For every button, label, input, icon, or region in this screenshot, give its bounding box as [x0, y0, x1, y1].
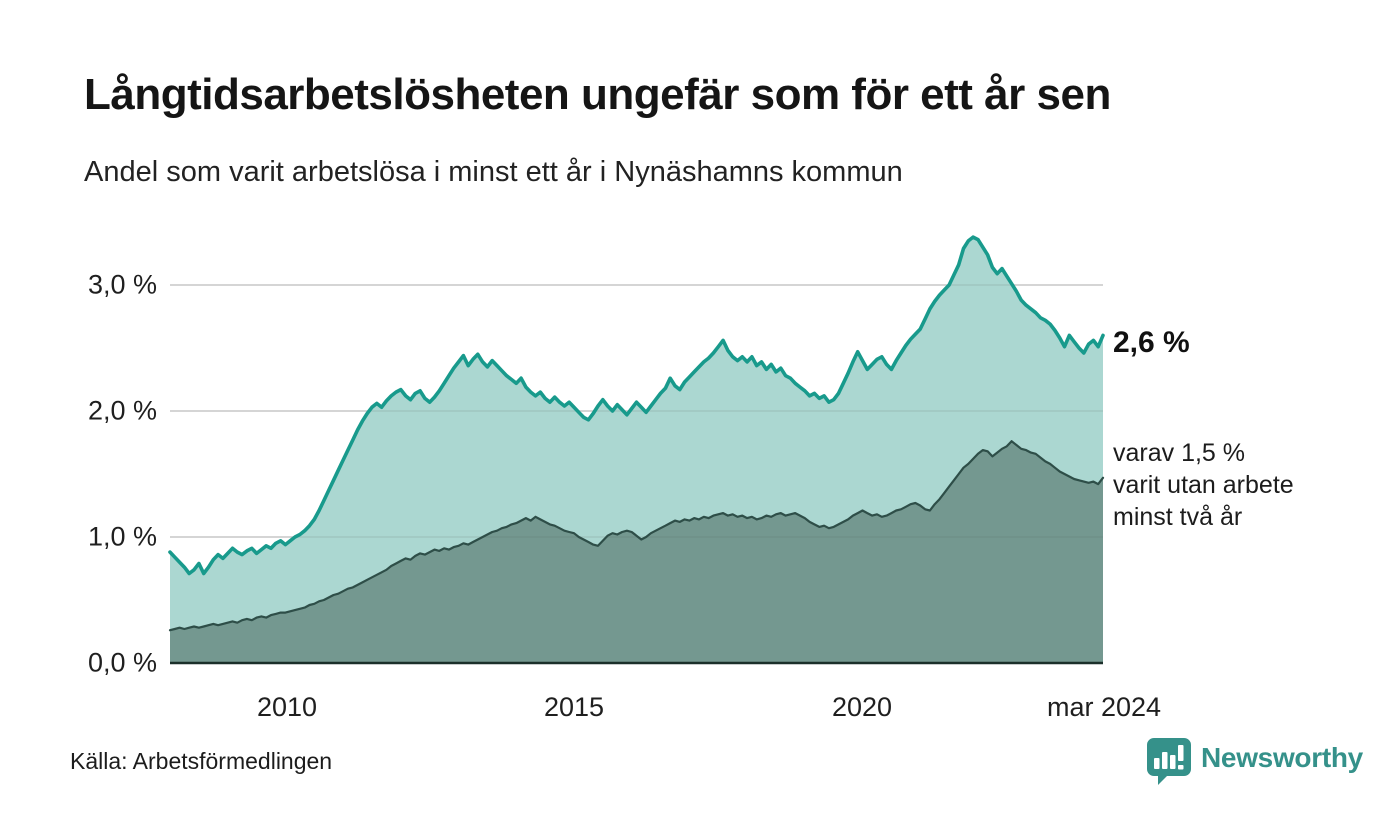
brand-name: Newsworthy: [1201, 742, 1363, 773]
two-year-note: varav 1,5 % varit utan arbete minst två …: [1113, 438, 1294, 533]
y-tick-label: 1,0 %: [87, 521, 157, 552]
bar-chart-speech-bubble-icon: [1147, 738, 1191, 785]
page-subtitle: Andel som varit arbetslösa i minst ett å…: [84, 156, 903, 188]
two-year-note-line: varav 1,5 %: [1113, 439, 1246, 467]
y-tick-label: 3,0 %: [87, 269, 157, 300]
y-tick-label: 2,0 %: [87, 395, 157, 426]
newsworthy-logo: Newsworthy: [1146, 737, 1363, 785]
y-tick-label: 0,0 %: [87, 647, 157, 678]
page-title: Långtidsarbetslösheten ungefär som för e…: [84, 70, 1111, 119]
two-year-note-line: minst två år: [1113, 502, 1243, 531]
x-tick-label: 2015: [543, 692, 605, 722]
two-year-note-line: varit utan arbete: [1113, 470, 1294, 499]
x-tick-label: 2010: [256, 692, 318, 722]
latest-value-label: 2,6 %: [1113, 326, 1190, 359]
x-tick-label: 2020: [831, 692, 893, 722]
source-credit: Källa: Arbetsförmedlingen: [70, 748, 333, 774]
x-tick-label: mar 2024: [1046, 692, 1162, 722]
